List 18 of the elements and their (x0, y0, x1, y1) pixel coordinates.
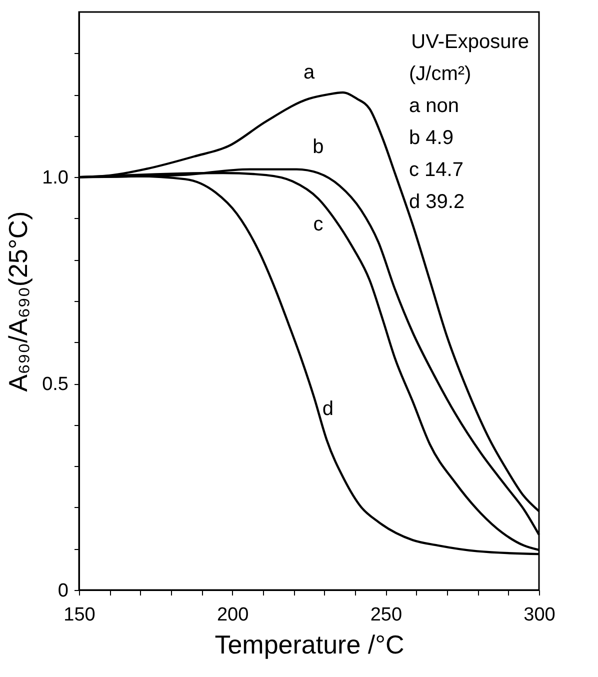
series-label: c (313, 214, 324, 236)
x-axis-title: Temperature /°C (214, 630, 404, 660)
y-tick-label: 0 (58, 580, 68, 602)
x-tick-label: 200 (216, 604, 249, 626)
y-axis-title: A₆₉₀/A₆₉₀(25°C) (3, 211, 34, 392)
annotation: b 4.9 (409, 127, 454, 149)
legend-title: UV-Exposure (J/cm²) (409, 31, 529, 85)
annotation: a non (409, 95, 460, 117)
series-label: b (312, 136, 324, 158)
y-tick-label: 1.0 (42, 168, 68, 189)
annotation: c 14.7 (409, 159, 464, 181)
series-label: d (322, 398, 334, 420)
y-tick-label: 0.5 (42, 374, 68, 396)
annotation: d 39.2 (409, 191, 465, 213)
x-tick-label: 150 (64, 604, 96, 626)
x-tick-label: 300 (524, 604, 556, 626)
series-label: a (303, 62, 316, 84)
x-tick-label: 250 (370, 604, 402, 626)
